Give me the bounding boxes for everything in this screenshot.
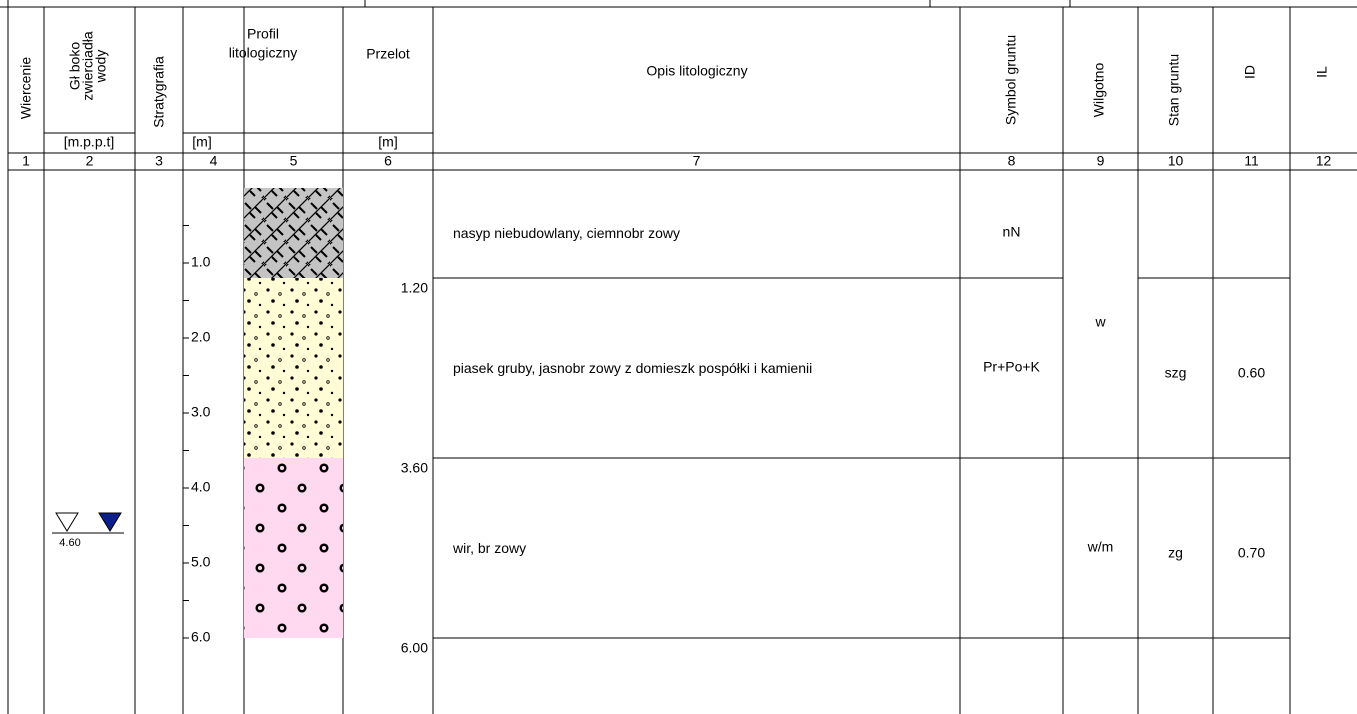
cell-text: 6.00	[401, 640, 428, 656]
cell-text: w	[1094, 314, 1106, 330]
description-text: nasyp niebudowlany, ciemnobr zowy	[453, 224, 680, 241]
description-text: wir, br zowy	[453, 539, 527, 556]
cell-text: 10	[1168, 153, 1184, 169]
cell-text: nN	[1003, 224, 1021, 240]
description-text: piasek gruby, jasnobr zowy z domieszk po…	[453, 359, 813, 376]
cell-text: Opis litologiczny	[646, 63, 747, 79]
cell-text: w/m	[1087, 539, 1114, 555]
description-cell: piasek gruby, jasnobr zowy z domieszk po…	[453, 359, 813, 376]
cell-text: 8	[1008, 153, 1016, 169]
cell-text: Symbol gruntu	[1003, 35, 1019, 125]
cell-text: Profil	[247, 26, 279, 42]
water-level-found	[55, 512, 79, 532]
cell-text: zg	[1168, 545, 1183, 561]
cell-text: IL	[1314, 66, 1330, 78]
water-level-steady	[98, 512, 122, 532]
cell-text: 6	[384, 153, 392, 169]
cell-text: 0.70	[1238, 545, 1265, 561]
cell-text: 3	[155, 153, 163, 169]
cell-text: [m.p.p.t]	[64, 134, 115, 150]
cell-text: Pr+Po+K	[983, 359, 1040, 375]
cell-text: Wilgotno	[1091, 63, 1107, 118]
cell-text: Stratygrafia	[151, 56, 167, 128]
cell-text: 4.60	[59, 537, 80, 549]
cell-text: Wiercenie	[18, 57, 34, 119]
cell-text: szg	[1165, 365, 1187, 381]
cell-text: 3.0	[191, 404, 211, 420]
cell-text: Przelot	[366, 46, 410, 62]
cell-text: 4.0	[191, 479, 211, 495]
cell-text: 1.0	[191, 254, 211, 270]
lithology-pattern	[244, 458, 343, 638]
cell-text: 12	[1316, 153, 1332, 169]
cell-text: ID	[1242, 65, 1258, 79]
description-cell: wir, br zowy	[453, 539, 527, 556]
cell-text: 1	[22, 153, 30, 169]
cell-text: wody	[93, 50, 109, 84]
lithology-pattern	[244, 188, 343, 278]
cell-text: [m]	[378, 134, 397, 150]
cell-text: 7	[693, 153, 701, 169]
cell-text: 4	[210, 153, 218, 169]
cell-text: 9	[1097, 153, 1105, 169]
cell-text: 6.0	[191, 629, 211, 645]
cell-text: 3.60	[401, 460, 428, 476]
lithology-pattern	[244, 278, 343, 458]
cell-text: 5.0	[191, 554, 211, 570]
cell-text: 5	[290, 153, 298, 169]
cell-text: 2.0	[191, 329, 211, 345]
cell-text: Gł boko	[67, 42, 83, 90]
cell-text: 2	[86, 153, 94, 169]
cell-text: litologiczny	[229, 45, 297, 61]
cell-text: Stan gruntu	[1166, 54, 1182, 126]
cell-text: 0.60	[1238, 365, 1265, 381]
cell-text: 11	[1244, 153, 1259, 169]
cell-text: zwierciadła	[80, 31, 96, 100]
cell-text: [m]	[192, 134, 211, 150]
description-cell: nasyp niebudowlany, ciemnobr zowy	[453, 224, 680, 241]
cell-text: 1.20	[401, 280, 428, 296]
